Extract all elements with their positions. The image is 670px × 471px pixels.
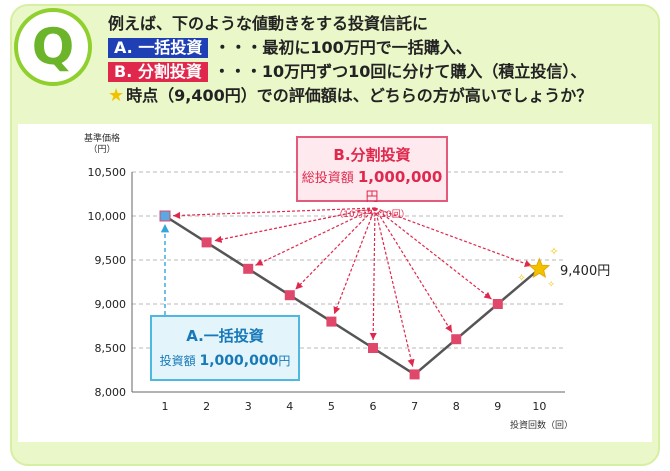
question-text: 例えば、下のような値動きをする投資信託に A. 一括投資 ・・・最初に100万円…: [108, 12, 656, 108]
box-a-amount: 投資額 1,000,000円: [152, 352, 298, 369]
arrow-b: [369, 207, 377, 341]
data-point: [159, 210, 171, 222]
y-unit-line2: （円）: [88, 145, 116, 155]
box-b-amount: 総投資額 1,000,000 円: [298, 167, 446, 205]
star-point: [528, 257, 551, 278]
tag-b: B. 分割投資: [108, 62, 208, 82]
box-b-amount-prefix: 総投資額: [301, 171, 354, 186]
x-tick-label: 2: [203, 400, 210, 413]
arrow-b: [172, 207, 376, 220]
series-line: [164, 214, 541, 376]
data-point: [326, 316, 337, 327]
sparkle-icon: ✧: [517, 273, 525, 284]
question-line3-text: ・・・10万円ずつ10回に分けて購入（積立投信）、: [213, 62, 587, 81]
end-value-label: 9,400円: [560, 264, 611, 279]
data-point: [284, 290, 295, 301]
q-letter: Q: [31, 18, 75, 76]
x-axis-unit: 投資回数（回）: [510, 421, 574, 431]
q-badge: Q: [14, 8, 92, 86]
data-point: [451, 334, 462, 345]
box-b-sub: （10万円×10回）: [334, 210, 410, 220]
y-unit-line1: 基準価格: [84, 134, 121, 144]
question-line2-text: ・・・最初に100万円で一括購入、: [214, 38, 472, 57]
arrow-b: [214, 207, 376, 243]
tag-a: A. 一括投資: [108, 38, 209, 58]
question-line-2: A. 一括投資 ・・・最初に100万円で一括購入、: [108, 36, 656, 60]
box-a-lump-sum: A.一括投資 投資額 1,000,000円: [150, 315, 300, 381]
arrow-b: [333, 207, 376, 315]
x-tick-label: 1: [162, 400, 169, 413]
x-tick-label: 4: [286, 400, 293, 413]
question-line-3: B. 分割投資 ・・・10万円ずつ10回に分けて購入（積立投信）、: [108, 60, 656, 84]
data-point: [409, 369, 420, 380]
x-tick-label: 8: [453, 400, 460, 413]
question-line-4: ★ 時点（9,400円）での評価額は、どちらの方が高いでしょうか？: [108, 84, 656, 108]
sparkle-icon: ✧: [547, 280, 555, 290]
arrow-b: [294, 207, 376, 290]
data-point: [243, 263, 254, 274]
box-a-title: A.一括投資: [186, 327, 264, 345]
y-tick-label: 8,000: [95, 386, 127, 399]
x-tick-label: 7: [411, 400, 418, 413]
y-tick-label: 10,500: [88, 166, 127, 179]
arrow-b: [255, 207, 376, 266]
box-a-amount-value: 1,000,000: [199, 353, 279, 369]
y-axis-unit: 基準価格 （円）: [84, 134, 120, 156]
data-point: [201, 237, 212, 248]
box-a-amount-unit: 円: [278, 354, 291, 368]
box-b-title: B.分割投資: [333, 146, 411, 164]
y-tick-label: 8,500: [95, 342, 127, 355]
box-b-installment: B.分割投資 総投資額 1,000,000 円 （10万円×10回）: [296, 136, 448, 220]
y-tick-label: 10,000: [88, 210, 127, 223]
x-tick-label: 6: [370, 400, 377, 413]
question-line4-text: 時点（9,400円）での評価額は、どちらの方が高いでしょうか？: [126, 86, 593, 105]
arrow-b: [374, 207, 453, 333]
x-tick-label: 9: [494, 400, 501, 413]
question-line-1: 例えば、下のような値動きをする投資信託に: [108, 12, 656, 36]
question-line1-text: 例えば、下のような値動きをする投資信託に: [108, 14, 429, 33]
x-tick-label: 3: [245, 400, 252, 413]
star-icon: ★: [108, 85, 125, 106]
box-b-amount-unit: 円: [365, 190, 379, 205]
arrow-b: [374, 207, 533, 267]
sparkle-icon: ✧: [549, 245, 558, 258]
arrow-b: [374, 207, 415, 367]
data-point: [368, 343, 378, 353]
box-b-amount-value: 1,000,000: [357, 168, 443, 186]
y-tick-label: 9,500: [95, 254, 127, 267]
data-point: [492, 299, 503, 309]
arrow-b: [374, 207, 492, 300]
x-tick-label: 5: [328, 400, 335, 413]
box-a-amount-prefix: 投資額: [159, 354, 196, 368]
x-tick-label: 10: [532, 400, 546, 413]
y-tick-label: 9,000: [95, 298, 127, 311]
